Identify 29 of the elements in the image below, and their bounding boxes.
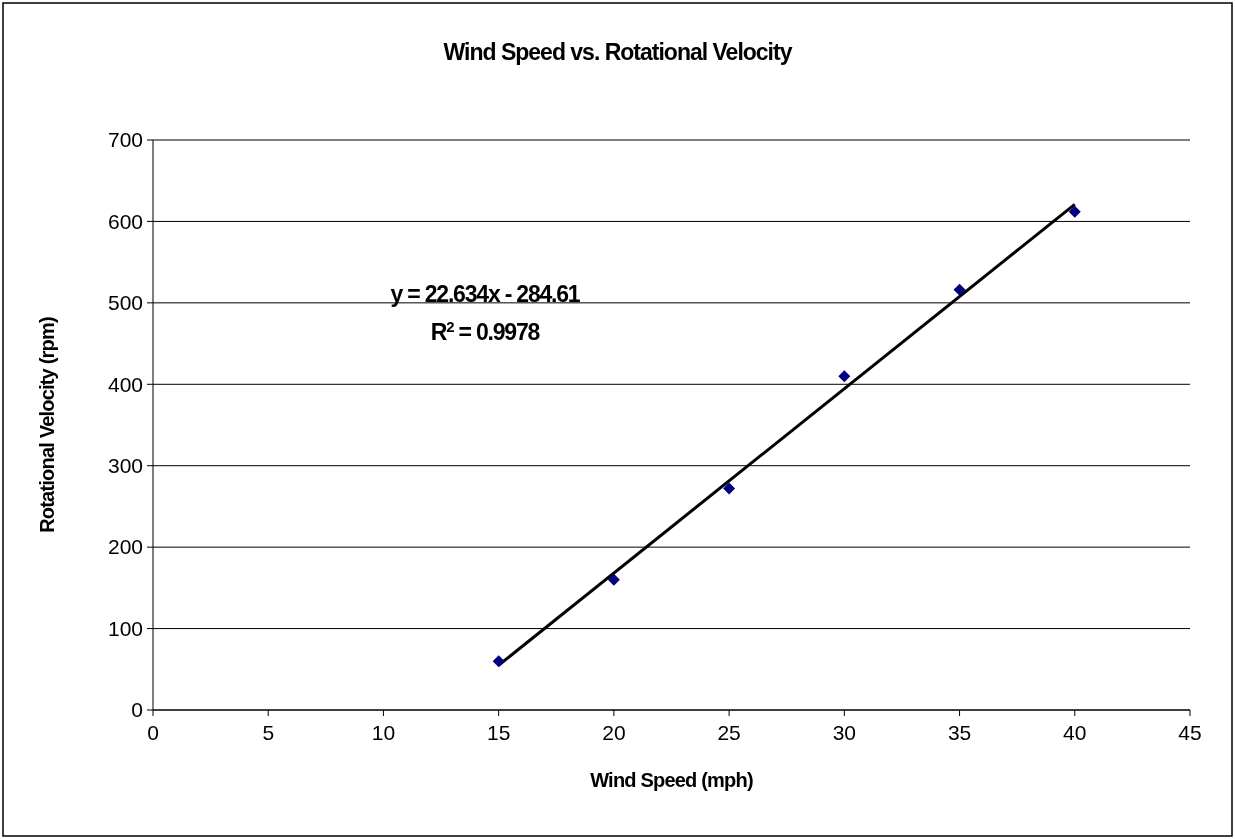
x-axis-title: Wind Speed (mph) <box>590 769 753 791</box>
annotation: y = 22.634x - 284.61 <box>390 281 581 307</box>
x-tick-label: 5 <box>262 721 275 744</box>
y-tick-label: 0 <box>131 698 143 722</box>
x-tick-label: 25 <box>717 721 741 744</box>
y-tick-label: 700 <box>107 128 143 152</box>
annotation: R$^{2}$ = 0.9978 <box>430 317 541 345</box>
point <box>607 573 620 586</box>
x-tick-label: 30 <box>832 721 857 744</box>
y-tick-label: 500 <box>107 291 143 315</box>
x-tick-label: 20 <box>602 721 626 744</box>
x-tick-label: 10 <box>371 721 396 744</box>
x-tick-label: 35 <box>947 721 972 744</box>
y-tick-label: 600 <box>107 209 143 233</box>
chart-title: Wind Speed vs. Rotational Velocity <box>443 39 793 65</box>
point <box>492 655 505 668</box>
y-tick-label: 400 <box>107 372 143 396</box>
point <box>1068 205 1081 218</box>
x-tick-label: 15 <box>486 721 511 744</box>
y-tick-label: 100 <box>107 616 143 640</box>
point <box>723 482 736 495</box>
y-tick-label: 200 <box>107 535 143 559</box>
x-tick-label: 0 <box>147 721 159 744</box>
x-tick-label: 40 <box>1063 721 1087 744</box>
point <box>838 370 851 383</box>
x-tick-label: 45 <box>1178 721 1202 744</box>
y-axis-title: Rotational Velocity (rpm) <box>36 317 58 533</box>
point <box>953 283 966 296</box>
y-tick-label: 300 <box>107 454 143 478</box>
